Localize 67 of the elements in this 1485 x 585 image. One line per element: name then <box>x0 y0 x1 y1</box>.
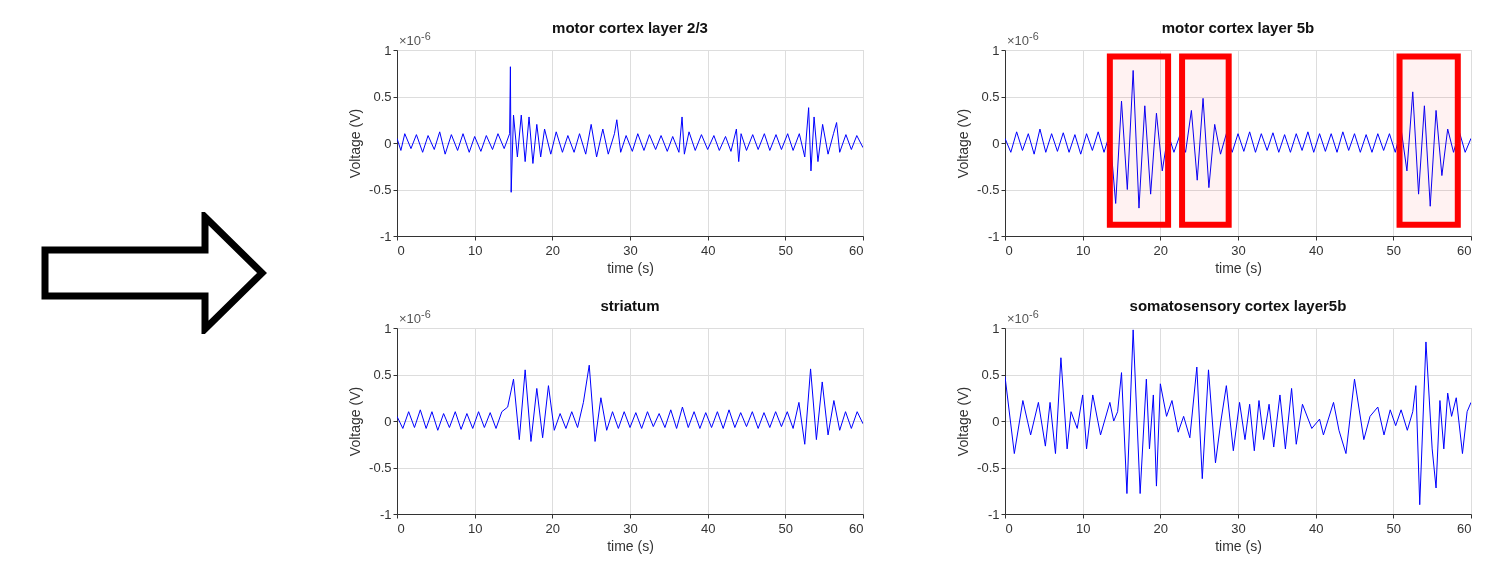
y-tick-label: 0.5 <box>981 89 1000 104</box>
chart-title: motor cortex layer 2/3 <box>552 19 708 36</box>
x-tick-label: 60 <box>849 520 864 536</box>
x-tick-label: 0 <box>1005 520 1013 536</box>
x-tick-label: 30 <box>623 520 638 536</box>
y-tick-label: 1 <box>992 320 1000 336</box>
x-tick-label: 50 <box>1386 520 1402 536</box>
x-tick-label: 50 <box>778 520 794 536</box>
y-tick-label: -1 <box>379 506 392 522</box>
x-tick-label: 30 <box>1231 242 1246 258</box>
line-series <box>1005 69 1471 209</box>
x-axis-title: time (s) <box>607 537 654 554</box>
x-tick-label: 10 <box>1075 242 1091 258</box>
y-tick-label: -0.5 <box>977 182 1000 197</box>
x-axis-title: time (s) <box>1215 537 1262 554</box>
y-tick-label: -0.5 <box>369 460 392 475</box>
y-tick-label: 0.5 <box>373 367 392 382</box>
y-tick-label: -1 <box>379 228 392 244</box>
y-tick-label: 1 <box>384 320 392 336</box>
text: ×10$^{-6}$ <box>399 308 431 327</box>
x-tick-label: 20 <box>545 520 561 536</box>
x-tick-label: 20 <box>1153 242 1169 258</box>
line-series <box>397 364 863 445</box>
y-tick-label: 1 <box>384 42 392 58</box>
x-axis-title: time (s) <box>607 259 654 276</box>
y-tick-label: -1 <box>987 506 1000 522</box>
x-tick-label: 60 <box>1457 520 1472 536</box>
x-tick-label: 10 <box>467 520 483 536</box>
x-tick-label: 40 <box>700 242 716 258</box>
y-tick-label: -0.5 <box>369 182 392 197</box>
y-axis-title: Voltage (V) <box>955 108 972 179</box>
line-series <box>397 66 863 193</box>
y-axis-title: Voltage (V) <box>955 386 972 457</box>
x-tick-label: 40 <box>1308 242 1324 258</box>
text: ×10$^{-6}$ <box>1007 30 1039 49</box>
x-tick-label: 0 <box>397 242 405 258</box>
text: ×10$^{-6}$ <box>1007 308 1039 327</box>
chart-title: motor cortex layer 5b <box>1161 19 1315 36</box>
chart-title: striatum <box>600 297 660 314</box>
y-tick-label: 0.5 <box>981 367 1000 382</box>
x-tick-label: 0 <box>1005 242 1013 258</box>
x-tick-label: 30 <box>623 242 638 258</box>
y-tick-label: 0.5 <box>373 89 392 104</box>
x-tick-label: 30 <box>1231 520 1246 536</box>
y-tick-label: 0 <box>384 135 392 151</box>
x-tick-label: 50 <box>1386 242 1402 258</box>
y-tick-label: 0 <box>992 413 1000 429</box>
x-tick-label: 50 <box>778 242 794 258</box>
x-tick-label: 60 <box>1457 242 1472 258</box>
y-axis-title: Voltage (V) <box>347 386 364 457</box>
y-axis-title: Voltage (V) <box>347 108 364 179</box>
x-tick-label: 20 <box>545 242 561 258</box>
y-tick-label: 0 <box>992 135 1000 151</box>
x-tick-label: 40 <box>700 520 716 536</box>
x-tick-label: 10 <box>1075 520 1091 536</box>
x-tick-label: 0 <box>397 520 405 536</box>
y-tick-label: -1 <box>987 228 1000 244</box>
y-tick-label: -0.5 <box>977 460 1000 475</box>
y-tick-label: 0 <box>384 413 392 429</box>
x-axis-title: time (s) <box>1215 259 1262 276</box>
x-tick-label: 10 <box>467 242 483 258</box>
x-tick-label: 20 <box>1153 520 1169 536</box>
x-tick-label: 40 <box>1308 520 1324 536</box>
chart-title: somatosensory cortex layer5b <box>1129 297 1347 314</box>
text: ×10$^{-6}$ <box>399 30 431 49</box>
x-tick-label: 60 <box>849 242 864 258</box>
y-tick-label: 1 <box>992 42 1000 58</box>
